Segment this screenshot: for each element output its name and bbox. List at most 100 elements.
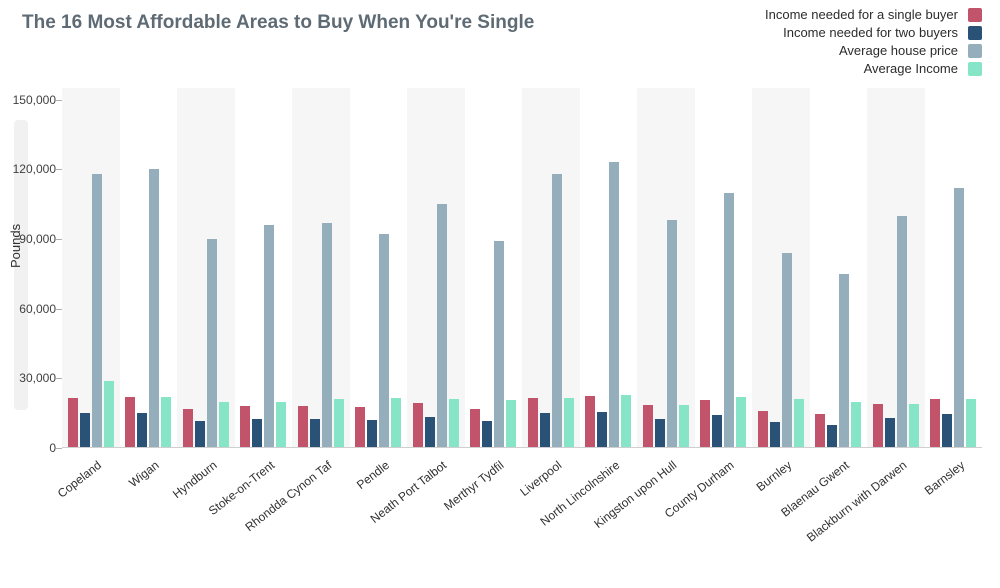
bar[interactable] xyxy=(494,241,504,448)
bar[interactable] xyxy=(585,396,595,448)
bar[interactable] xyxy=(92,174,102,448)
bar[interactable] xyxy=(68,398,78,448)
bar[interactable] xyxy=(552,174,562,448)
bar[interactable] xyxy=(252,419,262,448)
bar[interactable] xyxy=(540,413,550,448)
legend-swatch xyxy=(968,8,982,22)
bar[interactable] xyxy=(609,162,619,448)
bar[interactable] xyxy=(391,398,401,448)
bar-group xyxy=(925,88,983,448)
bar[interactable] xyxy=(219,402,229,448)
bar[interactable] xyxy=(195,421,205,448)
bar[interactable] xyxy=(827,425,837,448)
bar-group xyxy=(867,88,925,448)
bar[interactable] xyxy=(207,239,217,448)
bar-group xyxy=(62,88,120,448)
bar-group xyxy=(465,88,523,448)
bar[interactable] xyxy=(564,398,574,448)
y-axis-label: Pounds xyxy=(8,224,23,268)
bar[interactable] xyxy=(264,225,274,448)
bar-group xyxy=(235,88,293,448)
y-tick-label: 60,000 xyxy=(6,302,56,316)
bar[interactable] xyxy=(679,405,689,448)
legend-item: Income needed for a single buyer xyxy=(765,6,982,24)
x-tick-label: Burnley xyxy=(754,458,795,494)
legend-label: Average Income xyxy=(864,60,958,78)
bar[interactable] xyxy=(712,415,722,448)
bar[interactable] xyxy=(966,399,976,448)
bar[interactable] xyxy=(183,409,193,448)
bar[interactable] xyxy=(104,381,114,448)
y-tick-label: 90,000 xyxy=(6,232,56,246)
bar[interactable] xyxy=(161,397,171,448)
bar[interactable] xyxy=(851,402,861,448)
bar-group xyxy=(810,88,868,448)
x-tick-label: Hyndburn xyxy=(170,458,220,501)
bar[interactable] xyxy=(334,399,344,448)
legend-item: Average house price xyxy=(765,42,982,60)
bar-group xyxy=(580,88,638,448)
bar[interactable] xyxy=(80,413,90,448)
bar[interactable] xyxy=(355,407,365,448)
y-tick-label: 30,000 xyxy=(6,371,56,385)
bar[interactable] xyxy=(482,421,492,448)
legend-swatch xyxy=(968,62,982,76)
legend-item: Average Income xyxy=(765,60,982,78)
bar[interactable] xyxy=(379,234,389,448)
bar[interactable] xyxy=(449,399,459,448)
bar[interactable] xyxy=(885,418,895,448)
bar[interactable] xyxy=(700,400,710,448)
bar-groups xyxy=(62,88,982,448)
bar[interactable] xyxy=(839,274,849,448)
y-tick-label: 0 xyxy=(6,441,56,455)
x-tick-label: Liverpool xyxy=(517,458,564,499)
bar[interactable] xyxy=(437,204,447,448)
bar[interactable] xyxy=(897,216,907,448)
bar[interactable] xyxy=(758,411,768,448)
chart-title: The 16 Most Affordable Areas to Buy When… xyxy=(22,12,534,34)
bar[interactable] xyxy=(506,400,516,448)
x-tick-label: Barnsley xyxy=(921,458,966,498)
bar[interactable] xyxy=(954,188,964,448)
bar[interactable] xyxy=(322,223,332,448)
bar[interactable] xyxy=(597,412,607,448)
bar[interactable] xyxy=(298,406,308,448)
legend-swatch xyxy=(968,26,982,40)
bar[interactable] xyxy=(782,253,792,448)
x-tick-label: Wigan xyxy=(126,458,161,490)
bar[interactable] xyxy=(528,398,538,448)
bar[interactable] xyxy=(724,193,734,448)
bar[interactable] xyxy=(621,395,631,448)
bar[interactable] xyxy=(667,220,677,448)
x-tick-label: Pendle xyxy=(354,458,392,492)
bar[interactable] xyxy=(655,419,665,448)
y-tick-label: 120,000 xyxy=(6,162,56,176)
bar-group xyxy=(292,88,350,448)
x-tick-label: Merthyr Tydfil xyxy=(442,458,507,513)
bar[interactable] xyxy=(125,397,135,448)
y-tick-label: 150,000 xyxy=(6,93,56,107)
bar[interactable] xyxy=(909,404,919,448)
bar[interactable] xyxy=(470,409,480,448)
bar[interactable] xyxy=(367,420,377,448)
bar[interactable] xyxy=(930,399,940,448)
bar[interactable] xyxy=(942,414,952,448)
x-tick-label: Blackburn with Darwen xyxy=(804,458,909,545)
bar[interactable] xyxy=(413,403,423,448)
legend-swatch xyxy=(968,44,982,58)
bar[interactable] xyxy=(425,417,435,448)
bar[interactable] xyxy=(276,402,286,448)
bar[interactable] xyxy=(873,404,883,448)
bar[interactable] xyxy=(736,397,746,448)
bar[interactable] xyxy=(815,414,825,448)
bar[interactable] xyxy=(137,413,147,448)
bar[interactable] xyxy=(149,169,159,448)
x-axis-labels: CopelandWiganHyndburnStoke-on-TrentRhond… xyxy=(62,452,982,582)
bar[interactable] xyxy=(770,422,780,448)
bar[interactable] xyxy=(240,406,250,448)
bar[interactable] xyxy=(794,399,804,448)
bar[interactable] xyxy=(310,419,320,448)
bar-group xyxy=(637,88,695,448)
bar-group xyxy=(407,88,465,448)
bar[interactable] xyxy=(643,405,653,448)
